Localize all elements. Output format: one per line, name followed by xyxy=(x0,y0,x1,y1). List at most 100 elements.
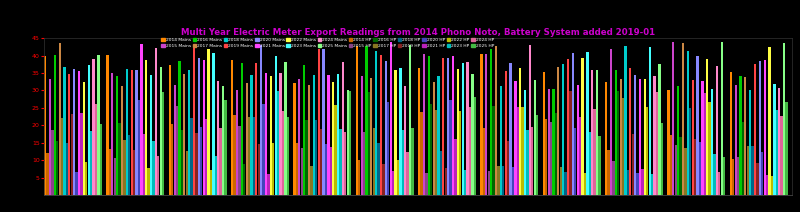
Bar xyxy=(423,54,425,195)
Bar xyxy=(610,49,612,195)
Bar xyxy=(781,116,782,195)
Bar xyxy=(433,82,435,195)
Bar xyxy=(296,143,298,195)
Bar xyxy=(387,102,390,195)
Bar xyxy=(286,117,289,195)
Bar xyxy=(346,90,349,195)
Bar xyxy=(378,143,380,195)
Bar xyxy=(255,63,258,195)
Bar xyxy=(70,114,73,195)
Bar xyxy=(150,75,152,195)
Bar xyxy=(704,93,706,195)
Bar xyxy=(462,63,464,195)
Bar xyxy=(519,68,522,195)
Bar xyxy=(118,123,121,195)
Bar xyxy=(674,145,677,195)
Bar xyxy=(507,141,510,195)
Bar xyxy=(452,56,454,195)
Bar xyxy=(642,169,643,195)
Bar xyxy=(418,68,420,195)
Bar xyxy=(482,128,485,195)
Bar xyxy=(547,89,550,195)
Bar xyxy=(445,168,447,195)
Bar xyxy=(224,100,226,195)
Bar xyxy=(447,58,450,195)
Bar xyxy=(176,106,178,195)
Bar xyxy=(145,60,147,195)
Bar xyxy=(310,166,313,195)
Bar xyxy=(140,44,142,195)
Bar xyxy=(231,60,234,195)
Bar xyxy=(542,72,545,195)
Bar xyxy=(744,77,746,195)
Bar xyxy=(315,120,318,195)
Bar xyxy=(696,56,698,195)
Bar xyxy=(154,48,157,195)
Bar xyxy=(637,173,638,195)
Bar xyxy=(721,42,723,195)
Bar xyxy=(426,173,427,195)
Bar xyxy=(440,151,442,195)
Bar xyxy=(349,91,351,195)
Bar xyxy=(656,92,658,195)
Bar xyxy=(344,132,346,195)
Bar xyxy=(667,90,670,195)
Bar xyxy=(246,83,248,195)
Bar xyxy=(159,67,162,195)
Bar xyxy=(586,52,589,195)
Bar xyxy=(714,154,715,195)
Bar xyxy=(732,159,734,195)
Bar xyxy=(313,75,315,195)
Bar xyxy=(85,162,87,195)
Title: Multi Year Electric Meter Export Readings from 2014 Phono Noto, Battery System a: Multi Year Electric Meter Export Reading… xyxy=(181,28,655,37)
Bar xyxy=(594,109,596,195)
Bar xyxy=(442,58,445,195)
Bar xyxy=(123,140,126,195)
Bar xyxy=(435,110,438,195)
Bar xyxy=(510,63,512,195)
Bar xyxy=(399,68,402,195)
Bar xyxy=(270,76,272,195)
Bar xyxy=(253,117,255,195)
Bar xyxy=(612,161,614,195)
Bar xyxy=(128,135,130,195)
Bar xyxy=(763,60,766,195)
Bar xyxy=(552,89,554,195)
Bar xyxy=(63,67,66,195)
Bar xyxy=(207,49,210,195)
Bar xyxy=(258,144,260,195)
Bar xyxy=(66,144,68,195)
Bar xyxy=(411,128,414,195)
Bar xyxy=(382,164,385,195)
Bar xyxy=(308,85,310,195)
Bar xyxy=(517,107,519,195)
Bar xyxy=(471,74,474,195)
Bar xyxy=(622,98,624,195)
Bar xyxy=(205,119,207,195)
Bar xyxy=(480,54,482,195)
Bar xyxy=(758,61,761,195)
Bar xyxy=(634,75,636,195)
Bar xyxy=(768,47,770,195)
Bar xyxy=(649,47,651,195)
Bar xyxy=(698,142,701,195)
Bar xyxy=(212,53,214,195)
Bar xyxy=(90,131,92,195)
Bar xyxy=(684,148,686,195)
Bar xyxy=(464,170,466,195)
Bar xyxy=(406,152,409,195)
Bar xyxy=(709,102,710,195)
Bar xyxy=(711,89,713,195)
Bar xyxy=(385,61,387,195)
Bar xyxy=(238,126,241,195)
Bar xyxy=(582,58,584,195)
Bar xyxy=(51,130,54,195)
Bar xyxy=(332,82,334,195)
Bar xyxy=(106,55,109,195)
Bar xyxy=(356,46,358,195)
Bar xyxy=(524,90,526,195)
Bar xyxy=(241,63,243,195)
Bar xyxy=(629,68,631,195)
Bar xyxy=(591,70,594,195)
Bar xyxy=(679,137,682,195)
